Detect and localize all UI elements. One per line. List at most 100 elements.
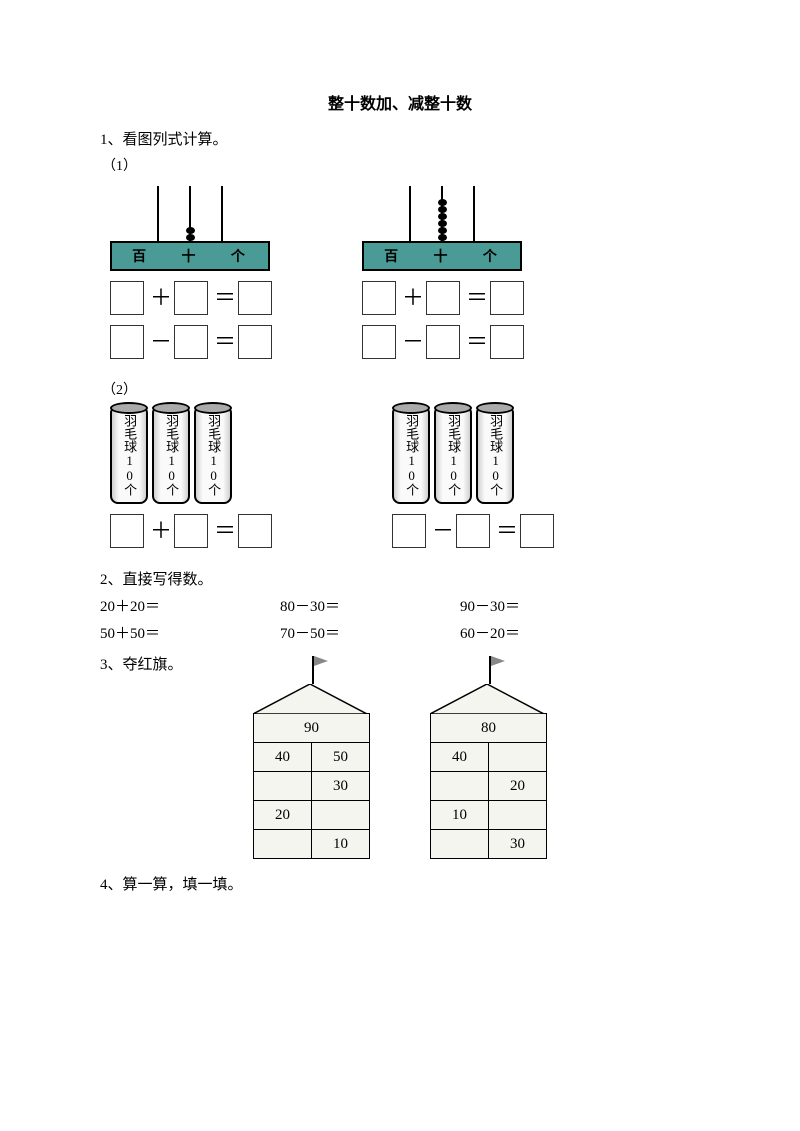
worksheet-page: 整十数加、减整十数 1、看图列式计算。 （1） 百 十 个	[0, 0, 800, 940]
house-b-table: 80 40 20 10 30	[430, 713, 547, 859]
answer-box[interactable]	[490, 281, 524, 315]
house-cell[interactable]	[254, 830, 312, 859]
abacus-group-right: 百 十 个 ＋ ＝ － ＝	[362, 181, 524, 369]
eq-minus-right: － ＝	[362, 325, 524, 359]
q3-houses: 90 4050 30 20 10 80 40 20 10 30	[100, 684, 700, 859]
flag-icon	[491, 656, 505, 666]
abacus-base: 百 十 个	[362, 241, 522, 271]
label-hundreds: 百	[368, 246, 417, 266]
answer-box[interactable]	[362, 281, 396, 315]
answer-box[interactable]	[174, 325, 208, 359]
calc-item: 60－20＝	[460, 622, 640, 643]
answer-box[interactable]	[490, 325, 524, 359]
q4-heading: 4、算一算，填一填。	[100, 873, 700, 894]
eq-tubes-left: ＋ ＝	[110, 514, 272, 548]
badminton-tube: 羽毛球10个	[434, 405, 472, 504]
house-top: 80	[431, 714, 547, 743]
house-cell[interactable]: 30	[312, 772, 370, 801]
q1-sub1: （1）	[102, 155, 700, 175]
house-a-table: 90 4050 30 20 10	[253, 713, 370, 859]
abacus-base: 百 十 个	[110, 241, 270, 271]
answer-box[interactable]	[362, 325, 396, 359]
answer-box[interactable]	[110, 514, 144, 548]
house-b: 80 40 20 10 30	[430, 684, 547, 859]
answer-box[interactable]	[110, 281, 144, 315]
abacus-right: 百 十 个	[362, 181, 522, 271]
rod-hundreds	[157, 186, 159, 241]
house-a: 90 4050 30 20 10	[253, 684, 370, 859]
eq-plus-right: ＋ ＝	[362, 281, 524, 315]
rod-hundreds	[409, 186, 411, 241]
q1-abaci-row: 百 十 个 ＋ ＝ － ＝	[110, 181, 700, 369]
answer-box[interactable]	[426, 281, 460, 315]
roof-icon	[253, 684, 367, 714]
eq-op: ＝	[466, 287, 484, 309]
rod-tens	[441, 186, 443, 241]
badminton-tube: 羽毛球10个	[110, 405, 148, 504]
answer-box[interactable]	[174, 281, 208, 315]
answer-box[interactable]	[174, 514, 208, 548]
house-cell[interactable]: 10	[431, 801, 489, 830]
answer-box[interactable]	[520, 514, 554, 548]
house-cell[interactable]	[431, 830, 489, 859]
plus-op: ＋	[150, 287, 168, 309]
house-cell[interactable]: 20	[254, 801, 312, 830]
plus-op: ＋	[150, 520, 168, 542]
q2-grid: 20＋20＝ 80－30＝ 90－30＝ 50＋50＝ 70－50＝ 60－20…	[100, 595, 700, 643]
answer-box[interactable]	[238, 514, 272, 548]
abacus-group-left: 百 十 个 ＋ ＝ － ＝	[110, 181, 272, 369]
house-cell[interactable]	[312, 801, 370, 830]
label-hundreds: 百	[116, 246, 165, 266]
house-top: 90	[254, 714, 370, 743]
answer-box[interactable]	[426, 325, 460, 359]
house-cell[interactable]: 50	[312, 743, 370, 772]
q1-sub2: （2）	[102, 379, 700, 399]
house-cell[interactable]	[489, 801, 547, 830]
minus-op: －	[402, 331, 420, 353]
flag-icon	[314, 656, 328, 666]
page-title: 整十数加、减整十数	[100, 90, 700, 114]
calc-item: 80－30＝	[280, 595, 460, 616]
eq-op: ＝	[214, 287, 232, 309]
badminton-tube: 羽毛球10个	[476, 405, 514, 504]
eq-tubes-right: － ＝	[392, 514, 554, 548]
house-cell[interactable]	[431, 772, 489, 801]
calc-item: 50＋50＝	[100, 622, 280, 643]
roof-icon	[430, 684, 544, 714]
badminton-tube: 羽毛球10个	[392, 405, 430, 504]
answer-box[interactable]	[392, 514, 426, 548]
q1-tubes-row: 羽毛球10个 羽毛球10个 羽毛球10个 ＋ ＝ 羽毛球10个 羽毛球10个 羽…	[110, 405, 700, 558]
badminton-tube: 羽毛球10个	[152, 405, 190, 504]
eq-op: ＝	[496, 520, 514, 542]
label-ones: 个	[467, 246, 516, 266]
house-cell[interactable]	[489, 743, 547, 772]
q1-heading: 1、看图列式计算。	[100, 128, 700, 149]
label-tens: 十	[165, 246, 214, 266]
answer-box[interactable]	[110, 325, 144, 359]
answer-box[interactable]	[238, 281, 272, 315]
eq-op: ＝	[214, 331, 232, 353]
calc-item: 20＋20＝	[100, 595, 280, 616]
eq-plus-left: ＋ ＝	[110, 281, 272, 315]
rod-ones	[221, 186, 223, 241]
answer-box[interactable]	[456, 514, 490, 548]
plus-op: ＋	[402, 287, 420, 309]
house-cell[interactable]: 20	[489, 772, 547, 801]
q2-heading: 2、直接写得数。	[100, 568, 700, 589]
badminton-tube: 羽毛球10个	[194, 405, 232, 504]
house-cell[interactable]: 40	[431, 743, 489, 772]
answer-box[interactable]	[238, 325, 272, 359]
house-cell[interactable]: 30	[489, 830, 547, 859]
eq-op: ＝	[214, 520, 232, 542]
eq-op: ＝	[466, 331, 484, 353]
label-ones: 个	[215, 246, 264, 266]
house-cell[interactable]: 40	[254, 743, 312, 772]
label-tens: 十	[417, 246, 466, 266]
q3-heading: 3、夺红旗。	[100, 653, 700, 674]
calc-item: 90－30＝	[460, 595, 640, 616]
tube-group-left: 羽毛球10个 羽毛球10个 羽毛球10个 ＋ ＝	[110, 405, 272, 558]
minus-op: －	[150, 331, 168, 353]
minus-op: －	[432, 520, 450, 542]
house-cell[interactable]	[254, 772, 312, 801]
house-cell[interactable]: 10	[312, 830, 370, 859]
